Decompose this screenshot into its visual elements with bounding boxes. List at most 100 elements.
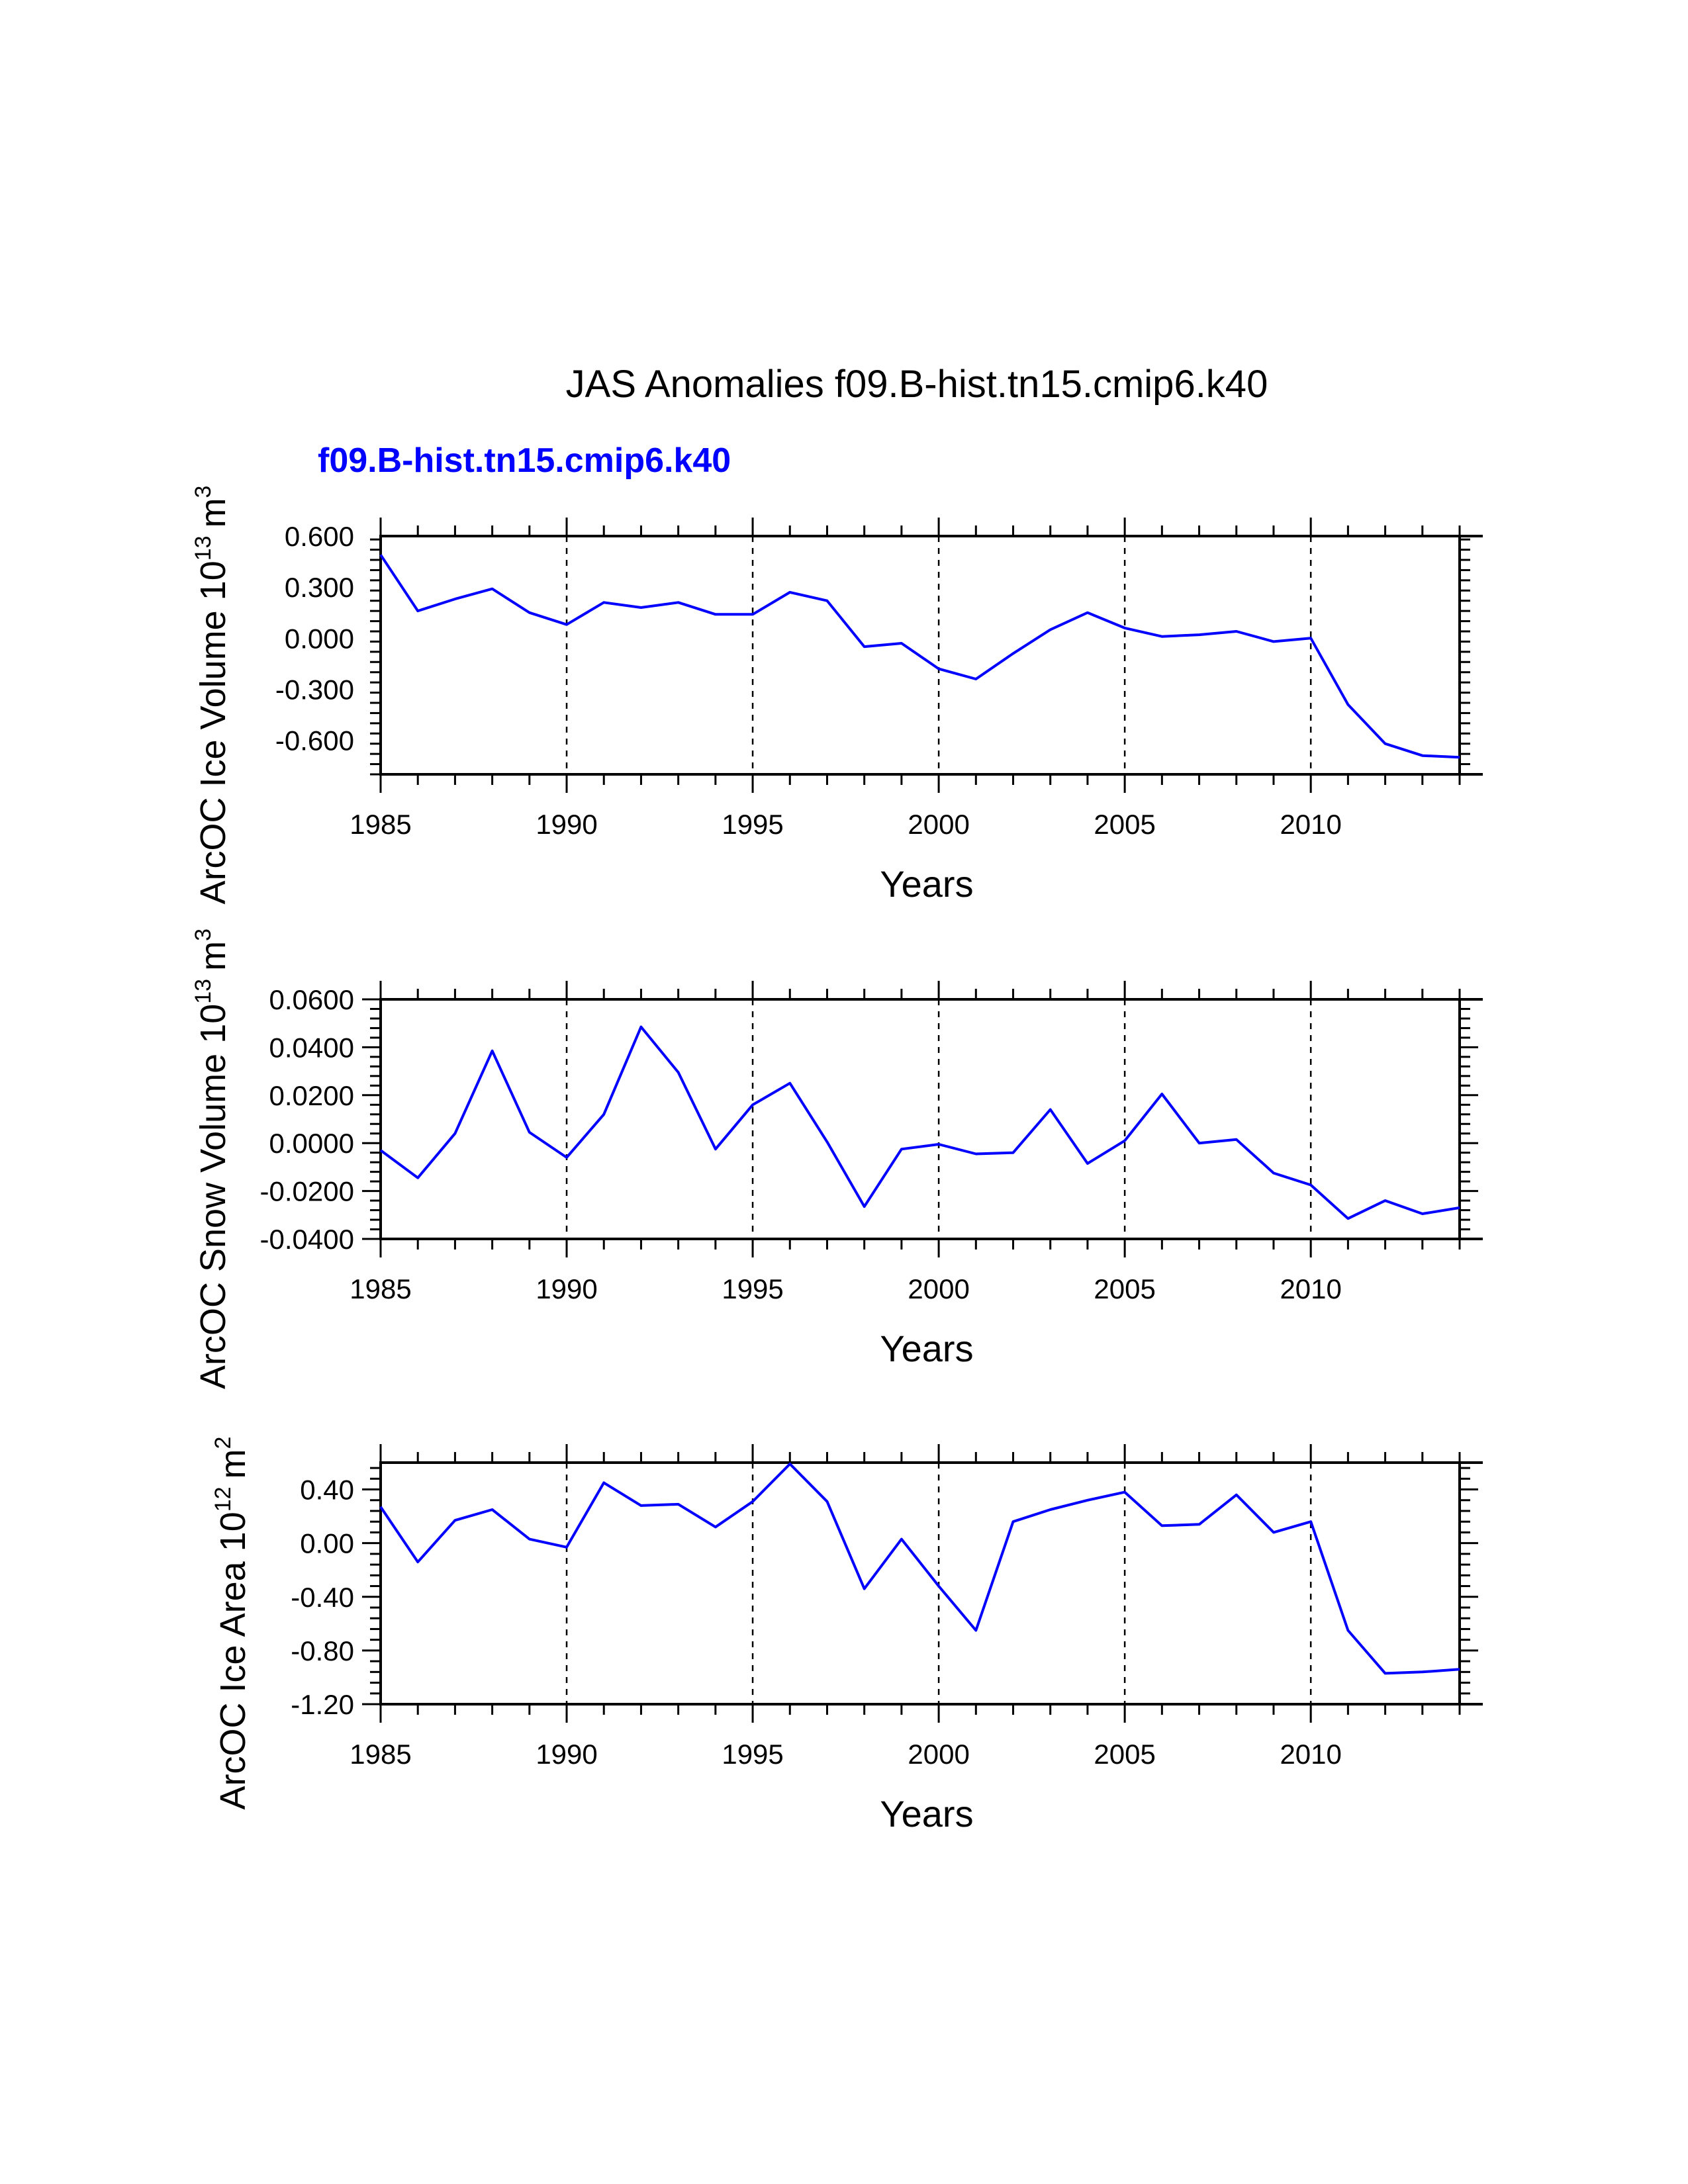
data-point bbox=[1123, 1139, 1127, 1143]
x-tick-label: 2010 bbox=[1280, 809, 1341, 840]
y-label-unit-exponent: 3 bbox=[191, 929, 216, 941]
data-point bbox=[453, 597, 457, 601]
chart-panels: 1985 1990 1995 2000 2005 2010 0.600 0.300 0.000 -… bbox=[191, 486, 1483, 1835]
data-point bbox=[1086, 1161, 1090, 1165]
data-point bbox=[1272, 1171, 1276, 1175]
x-tick-label: 2000 bbox=[908, 809, 969, 840]
y-label-exponent: 12 bbox=[211, 1486, 236, 1512]
y-tick-label: 0.40 bbox=[300, 1475, 354, 1506]
plot-frame bbox=[379, 998, 1461, 1240]
data-point bbox=[900, 641, 904, 645]
data-point bbox=[1049, 1508, 1053, 1512]
data-point bbox=[602, 600, 606, 604]
data-point bbox=[937, 1142, 941, 1146]
data-point bbox=[900, 1537, 904, 1541]
data-point bbox=[602, 1113, 606, 1116]
data-point bbox=[491, 587, 494, 591]
data-point bbox=[1458, 755, 1462, 759]
data-point bbox=[1421, 1670, 1425, 1674]
y-tick-label: -0.0400 bbox=[260, 1224, 354, 1255]
x-tick-label: 1995 bbox=[722, 1273, 783, 1304]
x-axis-label: Years bbox=[880, 1328, 973, 1369]
data-point bbox=[1346, 703, 1350, 707]
y-label-unit: m bbox=[193, 498, 233, 527]
data-point bbox=[1197, 633, 1201, 637]
y-axis-label: ArcOC Ice Volume 1013 m3 bbox=[191, 486, 233, 905]
x-tick-label: 1990 bbox=[536, 809, 597, 840]
data-point bbox=[1458, 1206, 1462, 1210]
data-point bbox=[1235, 629, 1239, 633]
data-point bbox=[453, 1132, 457, 1136]
y-tick-label: -1.20 bbox=[291, 1689, 354, 1720]
data-point bbox=[677, 1502, 680, 1506]
data-point bbox=[1346, 1628, 1350, 1632]
main-title: JAS Anomalies f09.B-hist.tn15.cmip6.k40 bbox=[566, 363, 1268, 406]
y-tick-label: -0.300 bbox=[275, 674, 354, 705]
data-point bbox=[1309, 1520, 1313, 1524]
data-point bbox=[751, 612, 755, 616]
y-tick-label: -0.80 bbox=[291, 1635, 354, 1666]
data-point bbox=[714, 1525, 718, 1529]
data-point bbox=[677, 600, 680, 604]
data-point bbox=[379, 1148, 383, 1152]
series-line bbox=[379, 1463, 1460, 1675]
chart-panel-2: 1985 1990 1995 2000 2005 2010 0.0600 0.0400 0.02… bbox=[191, 929, 1483, 1389]
y-tick-label: 0.000 bbox=[285, 623, 354, 654]
y-tick-label: 0.0000 bbox=[269, 1128, 354, 1159]
data-point bbox=[379, 553, 383, 557]
data-point bbox=[416, 1560, 420, 1564]
data-point bbox=[1235, 1138, 1239, 1142]
x-tick-label: 2005 bbox=[1094, 1739, 1155, 1770]
data-point bbox=[528, 1537, 532, 1541]
data-point bbox=[1160, 635, 1164, 639]
data-point bbox=[1049, 1108, 1053, 1112]
data-point bbox=[1197, 1522, 1201, 1526]
x-tick-label: 1990 bbox=[536, 1739, 597, 1770]
data-point bbox=[491, 1049, 494, 1053]
y-tick-label: 0.300 bbox=[285, 572, 354, 603]
data-point bbox=[788, 590, 792, 594]
series-line bbox=[379, 1025, 1460, 1220]
data-point bbox=[714, 1147, 718, 1151]
x-tick-label: 2010 bbox=[1280, 1273, 1341, 1304]
data-point bbox=[1309, 636, 1313, 640]
data-point bbox=[602, 1480, 606, 1484]
y-label-unit: m bbox=[213, 1449, 253, 1479]
y-axis-label: ArcOC Ice Area 1012 m2 bbox=[211, 1437, 253, 1810]
data-point bbox=[974, 1152, 978, 1156]
data-point bbox=[565, 1545, 569, 1549]
y-tick-label: 0.0200 bbox=[269, 1080, 354, 1111]
data-point bbox=[937, 667, 941, 671]
data-point bbox=[1235, 1493, 1239, 1497]
data-point bbox=[1272, 639, 1276, 643]
data-point bbox=[1383, 742, 1387, 746]
data-point bbox=[1160, 1092, 1164, 1096]
data-point bbox=[714, 612, 718, 616]
series-line bbox=[379, 554, 1460, 759]
x-tick-label: 2005 bbox=[1094, 1273, 1155, 1304]
data-point bbox=[639, 1504, 643, 1508]
data-point bbox=[1011, 1151, 1015, 1155]
plot-frame bbox=[379, 1461, 1461, 1706]
data-point bbox=[1458, 1667, 1462, 1671]
data-point bbox=[788, 1462, 792, 1466]
data-point bbox=[825, 1500, 829, 1504]
data-point bbox=[639, 1025, 643, 1029]
data-point bbox=[1123, 626, 1127, 630]
y-label-unit: m bbox=[193, 941, 233, 971]
data-point bbox=[1049, 627, 1053, 631]
plot-frame bbox=[379, 535, 1461, 776]
data-point bbox=[1160, 1524, 1164, 1527]
data-point bbox=[1346, 1216, 1350, 1220]
legend-label: f09.B-hist.tn15.cmip6.k40 bbox=[318, 441, 731, 480]
data-point bbox=[974, 1628, 978, 1632]
data-point bbox=[416, 1176, 420, 1180]
x-tick-label: 1985 bbox=[350, 1739, 411, 1770]
data-point bbox=[491, 1508, 494, 1512]
data-point bbox=[863, 645, 867, 649]
y-label-unit-exponent: 3 bbox=[191, 486, 216, 498]
data-point bbox=[863, 1205, 867, 1208]
data-point bbox=[1309, 1183, 1313, 1187]
x-axis-label: Years bbox=[880, 1793, 973, 1835]
